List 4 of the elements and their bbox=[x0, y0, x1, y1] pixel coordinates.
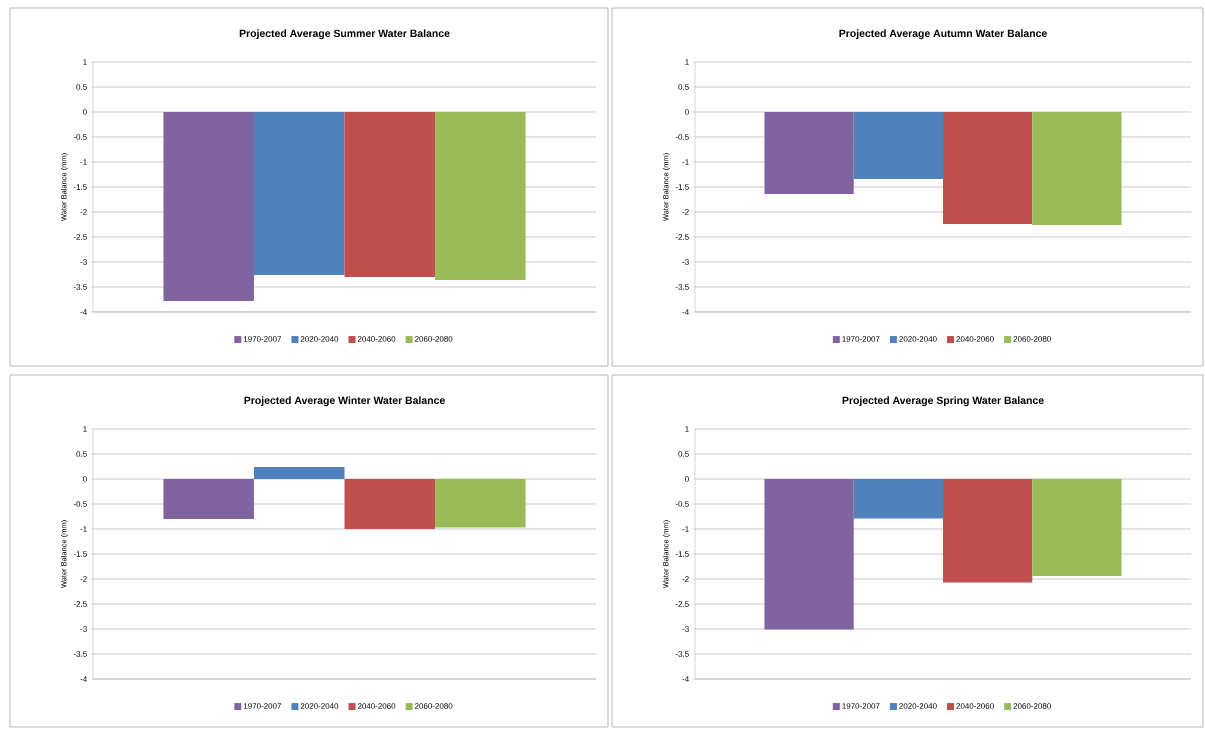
chart-title: Projected Average Winter Water Balance bbox=[244, 396, 445, 407]
chart-title: Projected Average Spring Water Balance bbox=[842, 396, 1044, 407]
chart-title: Projected Average Summer Water Balance bbox=[239, 29, 450, 40]
chart-title: Projected Average Autumn Water Balance bbox=[839, 29, 1047, 40]
